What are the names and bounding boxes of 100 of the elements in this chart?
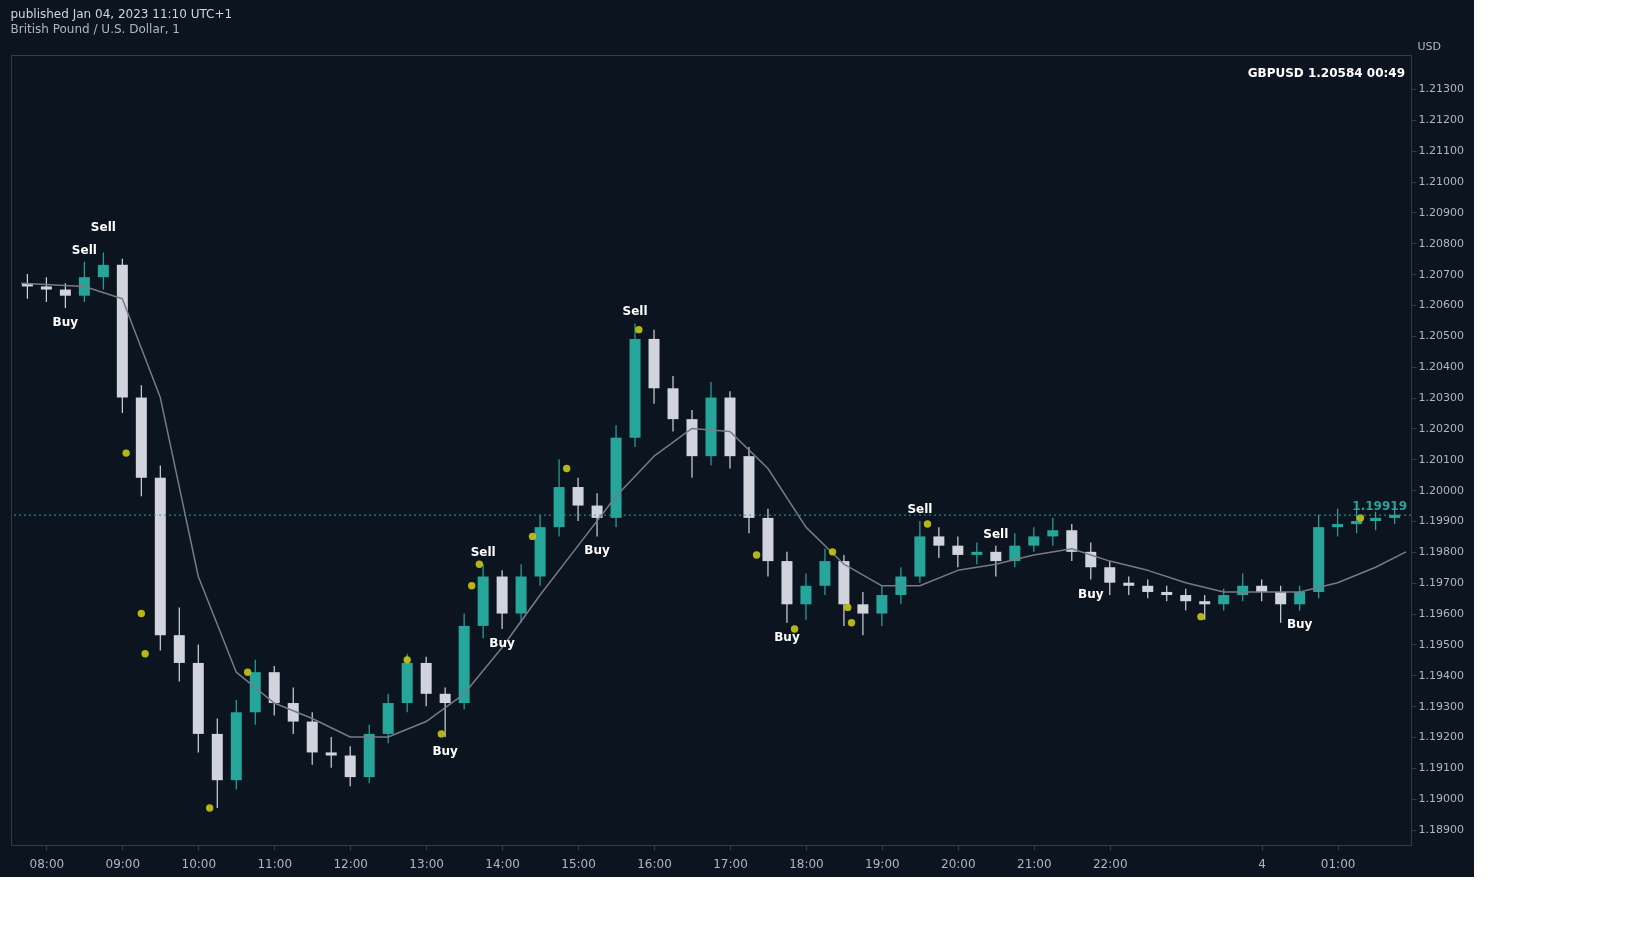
candlestick [40,276,52,303]
candlestick [1142,579,1154,599]
y-tick-label: 1.19800 [1418,545,1464,559]
ref-line-label: 1.19919 [1352,499,1407,514]
x-tick-label: 19:00 [865,856,900,871]
x-tick-label: 12:00 [333,856,368,871]
point [437,730,446,738]
candlestick [1180,588,1192,612]
y-tick-label: 1.21100 [1418,144,1464,158]
y-tick-label: 1.19300 [1418,699,1464,713]
point [847,619,856,627]
y-tick-label: 1.21300 [1418,82,1464,96]
y-tick-label: 1.20200 [1418,421,1464,435]
candlestick [287,687,299,735]
candlestick [344,745,356,787]
point [403,656,411,664]
annotation: Buy [1078,586,1104,601]
y-tick-label: 1.21000 [1418,175,1464,189]
y-tick-label: 1.20900 [1418,205,1464,219]
annotation: Sell [71,242,97,257]
y-tick-label: 1.20500 [1418,329,1464,343]
text: published Jan 04, 2023 11:10 UTC+1 [10,7,233,21]
candlestick [97,251,109,291]
candlestick [1123,575,1135,596]
x-tick-label: 20:00 [941,856,976,871]
y-tick-label: 1.19600 [1418,607,1464,621]
y-tick-label: 1.20000 [1418,483,1464,497]
annotation: Buy [489,635,516,650]
x-tick-label: 15:00 [561,856,596,871]
point [205,804,214,812]
point [635,325,643,334]
candlestick [990,545,1002,578]
point [468,582,476,590]
x-tick-label: 16:00 [637,856,672,871]
y-tick-label: 1.20600 [1418,298,1464,312]
candlestick [1066,523,1078,562]
point [828,548,837,556]
candlestick [78,261,90,303]
y-tick-label: 1.19000 [1418,792,1464,806]
candlestick [800,572,812,621]
candlestick [1028,526,1040,553]
candlestick [1199,594,1211,621]
candlestick [1104,560,1116,596]
y-tick-label: 1.21200 [1418,113,1464,127]
annotation: Sell [622,304,648,319]
x-tick-label: 09:00 [105,856,141,871]
y-tick-label: 1.19500 [1418,637,1464,651]
point [923,520,932,528]
y-tick-label: 1.20300 [1418,391,1464,405]
point [844,603,852,612]
y-tick-label: 1.19100 [1418,761,1464,775]
candlestick [59,282,71,309]
chart-title: British Pound / U.S. Dollar, 1 [10,22,181,36]
y-tick-label: 1.19200 [1418,730,1464,744]
candlestick [1047,517,1059,547]
annotation: Sell [470,545,496,560]
candlestick [933,526,945,559]
annotation: Buy [1286,617,1313,632]
point [562,464,571,473]
x-tick-label: 13:00 [409,856,444,871]
candlestick [1294,585,1306,612]
point [141,649,149,658]
annotation: Sell [983,526,1009,541]
y-tick-label: 1.18900 [1418,823,1464,837]
y-tick-label: 1.19900 [1418,514,1464,528]
y-axis-title: USD [1417,39,1442,53]
y-tick-label: 1.20400 [1418,360,1464,374]
x-tick-label: 17:00 [713,856,748,871]
annotation: Buy [774,629,800,644]
point [752,551,761,559]
candlestick [572,477,584,522]
x-tick-label: 08:00 [29,856,65,871]
x-tick-label: 11:00 [257,856,293,871]
annotation: Buy [584,543,610,558]
annotation: Buy [432,743,459,758]
annotation: Buy [52,315,79,330]
candlestick [1218,588,1230,612]
y-tick-label: 1.20100 [1418,452,1464,466]
x-tick-label: 22:00 [1092,856,1128,871]
point [475,560,484,568]
x-tick-label: 14:00 [485,856,520,871]
x-tick-label: 4 [1258,856,1266,871]
annotation: GBPUSD 1.20584 00:49 [1247,66,1405,80]
point [137,609,146,618]
candlestick [857,591,869,636]
point [243,668,252,676]
candlestick [952,535,964,568]
y-tick-label: 1.19400 [1418,668,1464,682]
x-tick-label: 18:00 [789,856,824,871]
point [122,449,130,457]
annotation: Sell [907,501,933,516]
x-tick-label: 21:00 [1017,856,1052,871]
y-tick-label: 1.20700 [1418,267,1464,281]
x-tick-label: 10:00 [181,856,217,871]
point [1197,612,1205,621]
y-tick-label: 1.20800 [1418,236,1464,250]
candlestick [439,687,451,738]
candlestick [325,736,337,769]
annotation: Sell [90,219,116,234]
candlestick [876,585,888,627]
